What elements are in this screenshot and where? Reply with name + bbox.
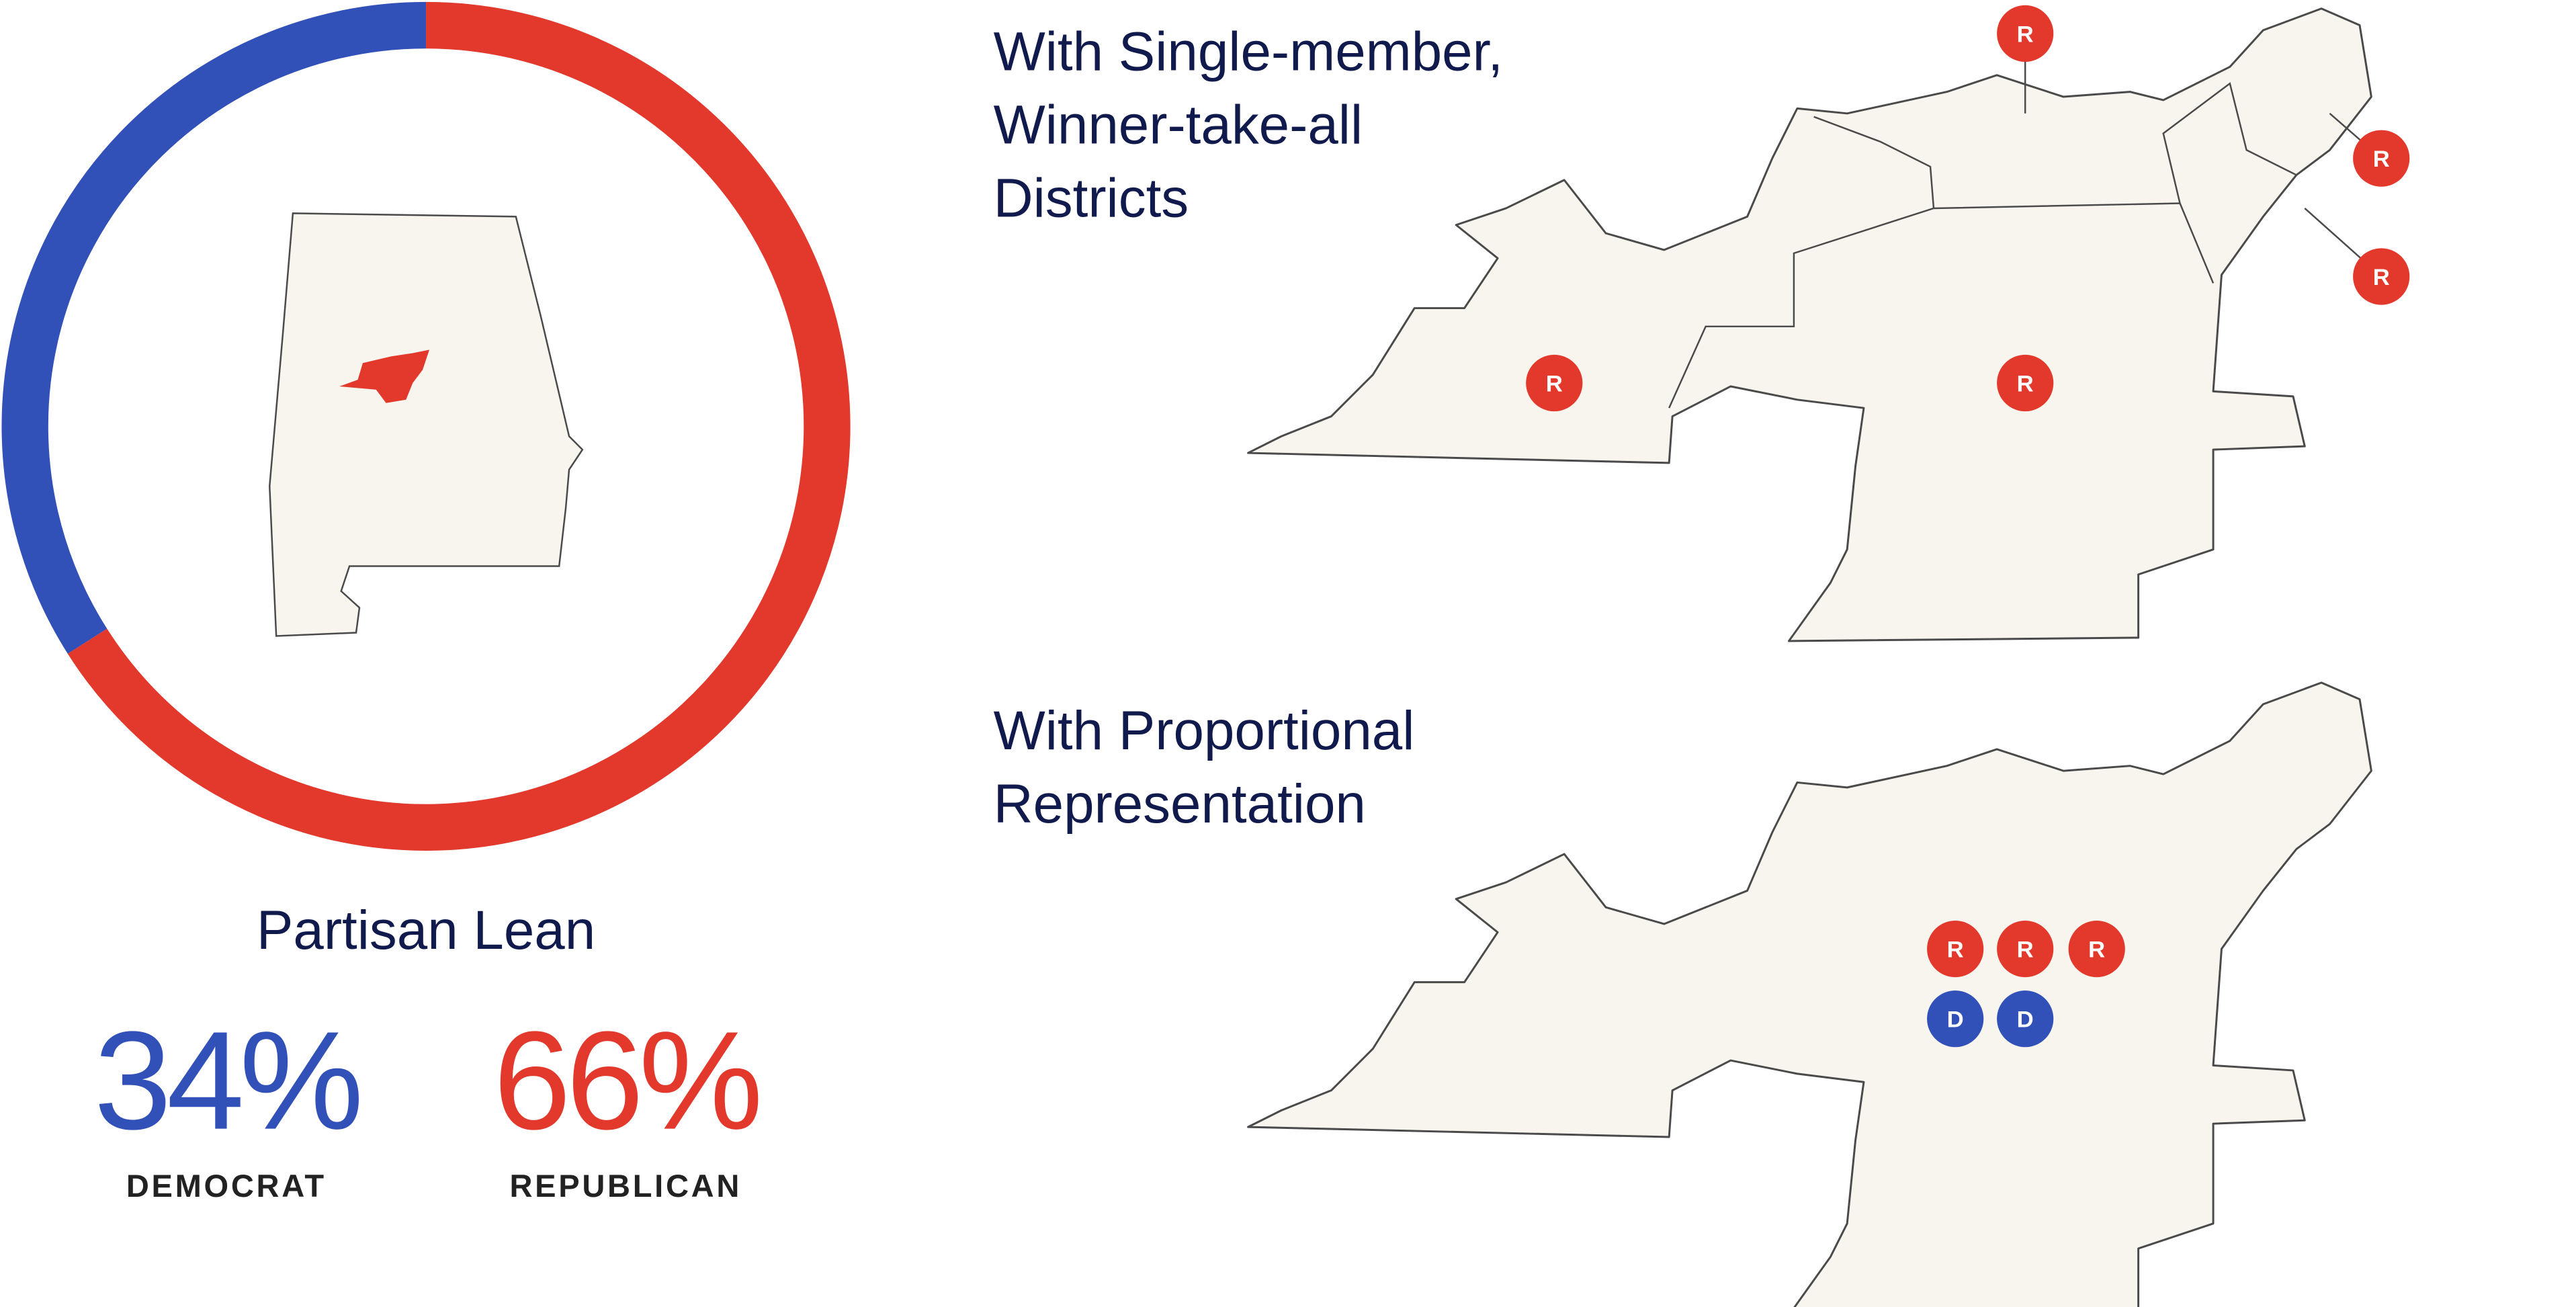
seat-label: R [2017, 937, 2034, 963]
seat-marker [1997, 354, 2054, 412]
state-outline [268, 212, 584, 637]
county-map [1247, 681, 2372, 1307]
category-label: DEMOCRAT [126, 1168, 327, 1204]
seat-marker [2068, 921, 2125, 978]
map-title: With Proportional Representation [994, 700, 1415, 835]
seat-label: D [1947, 1007, 1964, 1033]
donut [268, 212, 584, 637]
district-line [1668, 202, 2215, 409]
donut-segment [67, 1, 851, 851]
county-map [1247, 7, 2372, 642]
value-label: 66% [493, 1003, 759, 1159]
county-highlight [339, 349, 429, 403]
category-label: REPUBLICAN [509, 1168, 742, 1204]
seat-marker [2353, 248, 2410, 305]
seat-marker [1997, 990, 2054, 1048]
donut-segment [1, 1, 427, 654]
seat-label: R [2373, 265, 2390, 290]
chart-title: Partisan Lean [257, 900, 595, 961]
seat-label: R [2017, 22, 2034, 47]
seat-label: R [2088, 937, 2105, 963]
map-single-member [1247, 7, 2372, 642]
seat-label: R [1546, 371, 1563, 396]
map-title: With Single-member, Winner-take-all Distri… [994, 21, 1503, 228]
value-label: 34% [94, 1003, 359, 1159]
district-line [1813, 116, 1935, 209]
seat-label: R [1947, 937, 1964, 963]
seat-marker [1526, 354, 1583, 412]
map-proportional [1247, 681, 2372, 1307]
seat-marker [2353, 130, 2410, 187]
seat-marker [1997, 921, 2054, 978]
seat-label: R [2017, 371, 2034, 396]
seat-marker [1927, 990, 1984, 1048]
seat-marker [1997, 5, 2054, 62]
seat-label: D [2017, 1007, 2034, 1033]
seat-label: R [2373, 146, 2390, 172]
district-line [2162, 82, 2297, 204]
seat-marker [1927, 921, 1984, 978]
